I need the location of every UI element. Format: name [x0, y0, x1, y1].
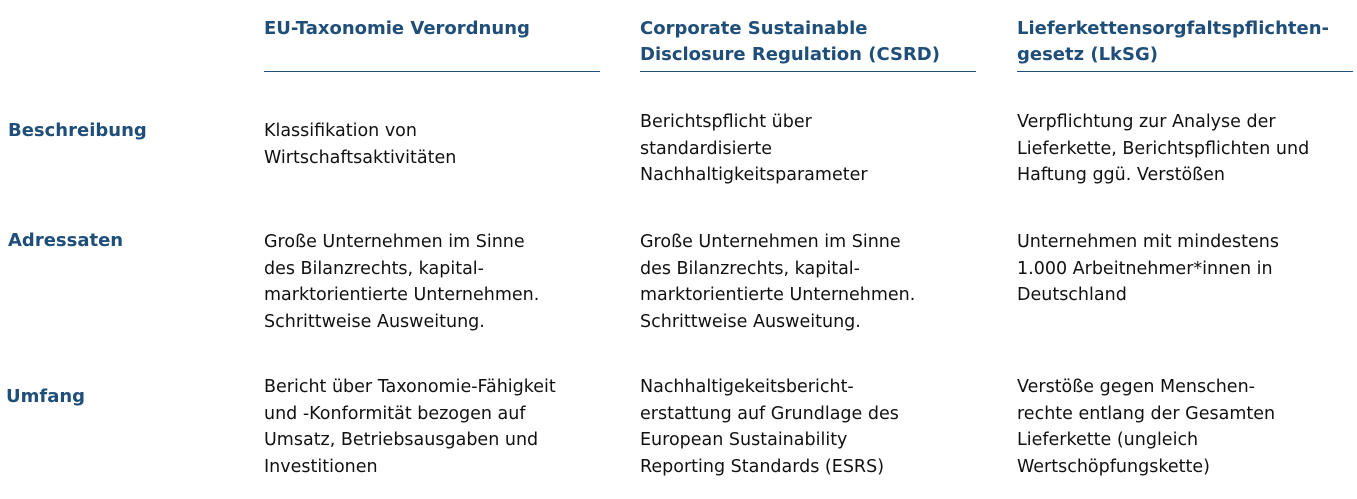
cell-adressaten-eu-taxonomie: Große Unternehmen im Sinne des Bilanzrec… [264, 232, 540, 332]
column-header-underline [264, 71, 600, 72]
cell-umfang-csrd: Nachhaltigekeitsbericht- erstattung auf … [640, 377, 899, 477]
column-header-lksg: Lieferkettensorgfaltspflichten- gesetz (… [1017, 18, 1329, 65]
cell-beschreibung-eu-taxonomie: Klassifikation von Wirtschaftsaktivitäte… [264, 121, 457, 168]
column-header-csrd: Corporate Sustainable Disclosure Regulat… [640, 18, 940, 65]
cell-beschreibung-csrd: Berichtspflicht über standardisierte Nac… [640, 112, 868, 185]
row-label-adressaten: Adressaten [8, 230, 124, 251]
row-label-beschreibung: Beschreibung [8, 120, 147, 141]
cell-umfang-lksg: Verstöße gegen Menschen- rechte entlang … [1017, 377, 1276, 477]
column-header-underline [640, 71, 976, 72]
column-header-underline [1017, 71, 1353, 72]
column-header-eu-taxonomie: EU-Taxonomie Verordnung [264, 18, 530, 39]
cell-beschreibung-lksg: Verpflichtung zur Analyse der Lieferkett… [1017, 112, 1310, 185]
cell-umfang-eu-taxonomie: Bericht über Taxonomie-Fähigkeit und -Ko… [264, 377, 556, 477]
cell-adressaten-lksg: Unternehmen mit mindestens 1.000 Arbeitn… [1017, 232, 1279, 305]
row-label-umfang: Umfang [6, 386, 86, 407]
cell-adressaten-csrd: Große Unternehmen im Sinne des Bilanzrec… [640, 232, 916, 332]
